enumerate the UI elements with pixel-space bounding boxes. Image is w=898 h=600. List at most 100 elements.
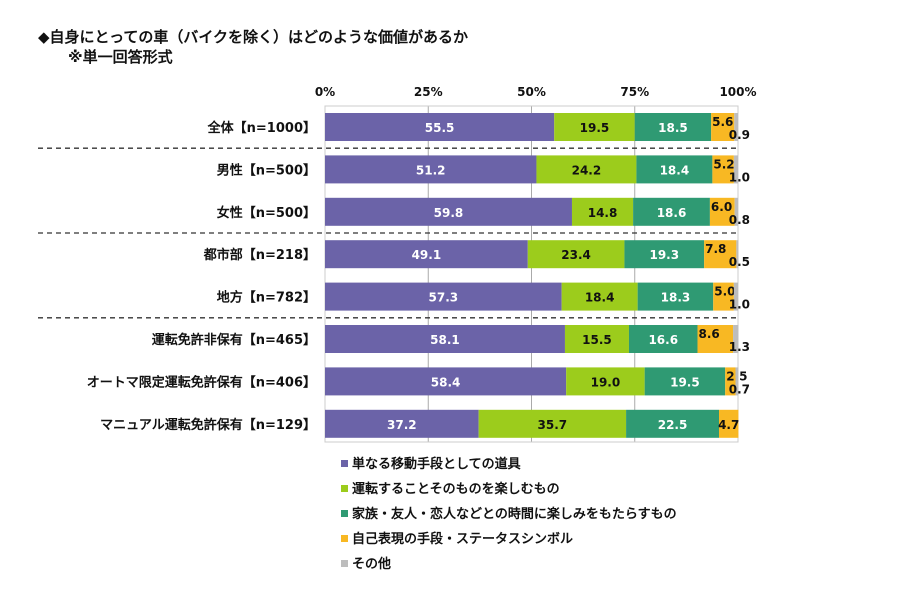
x-tick-label: 75% bbox=[620, 85, 649, 99]
bar-segment bbox=[325, 367, 567, 396]
legend-swatch bbox=[341, 510, 348, 517]
category-label: 都市部【n=218】 bbox=[203, 247, 316, 263]
data-label: 55.5 bbox=[425, 121, 455, 135]
category-label: 男性【n=500】 bbox=[217, 162, 316, 178]
bar-segment bbox=[734, 197, 738, 226]
bar-segment bbox=[636, 155, 713, 184]
category-label: 地方【n=782】 bbox=[217, 290, 316, 306]
category-label: 女性【n=500】 bbox=[217, 205, 316, 221]
data-label: 23.4 bbox=[561, 248, 591, 262]
data-label: 0.7 bbox=[729, 382, 750, 396]
bar-segment bbox=[704, 240, 737, 269]
x-tick-label: 50% bbox=[517, 85, 546, 99]
bar-segment bbox=[325, 113, 555, 141]
data-label: 19.0 bbox=[591, 375, 621, 389]
data-label: 18.6 bbox=[657, 206, 687, 220]
bar-segment bbox=[697, 325, 734, 353]
data-label: 6.0 bbox=[711, 200, 732, 214]
bar-segment bbox=[325, 155, 537, 184]
data-label: 14.8 bbox=[588, 206, 618, 220]
bar-segment bbox=[478, 409, 627, 438]
bar-segment bbox=[711, 113, 735, 141]
data-label: 35.7 bbox=[538, 418, 568, 432]
bar-segment bbox=[626, 409, 720, 438]
legend-label: 運転することそのものを楽しむもの bbox=[352, 481, 560, 497]
bar-segment bbox=[735, 367, 739, 396]
legend-label: その他 bbox=[352, 556, 391, 572]
data-label: 24.2 bbox=[572, 163, 602, 177]
bar-segment bbox=[325, 240, 528, 269]
data-label: 4.7 bbox=[718, 418, 739, 432]
data-label: 0.8 bbox=[729, 213, 750, 227]
bar-segment bbox=[325, 409, 479, 438]
data-label: 5.0 bbox=[714, 285, 735, 299]
bar-segment bbox=[719, 409, 739, 438]
data-label: 1.0 bbox=[729, 170, 750, 184]
legend-label: 単なる移動手段としての道具 bbox=[352, 456, 521, 472]
data-label: 16.6 bbox=[648, 333, 678, 347]
legend-swatch bbox=[341, 560, 348, 567]
bar-segment bbox=[325, 197, 572, 226]
data-label: 51.2 bbox=[416, 163, 446, 177]
data-label: 5.6 bbox=[712, 115, 733, 129]
bar-segment bbox=[733, 282, 738, 311]
data-label: 58.4 bbox=[431, 375, 461, 389]
bar-segment bbox=[527, 240, 625, 269]
data-label: 1.3 bbox=[729, 340, 750, 354]
bar-segment bbox=[634, 113, 712, 141]
legend-swatch bbox=[341, 535, 348, 542]
data-label: 59.8 bbox=[434, 206, 464, 220]
legend-label: 自己表現の手段・ステータスシンボル bbox=[352, 531, 573, 547]
bar-segment bbox=[712, 155, 734, 184]
bar-segment bbox=[564, 325, 629, 353]
category-label: オートマ限定運転免許保有【n=406】 bbox=[87, 374, 316, 390]
data-label: 37.2 bbox=[387, 418, 417, 432]
data-label: 0.9 bbox=[729, 128, 750, 142]
data-label: 1.0 bbox=[729, 298, 750, 312]
bar-segment bbox=[713, 282, 734, 311]
bar-segment bbox=[325, 325, 565, 353]
bar-segment bbox=[633, 197, 710, 226]
data-label: 19.3 bbox=[649, 248, 679, 262]
bar-segment bbox=[628, 325, 698, 353]
bar-segment bbox=[637, 282, 714, 311]
category-label: 運転免許非保有【n=465】 bbox=[152, 332, 316, 348]
legend-swatch bbox=[341, 460, 348, 467]
category-label: 全体【n=1000】 bbox=[207, 120, 316, 136]
bar-segment bbox=[725, 367, 736, 396]
bar-segment bbox=[736, 240, 739, 269]
data-label: 18.5 bbox=[658, 121, 688, 135]
legend-swatch bbox=[341, 485, 348, 492]
data-label: 18.4 bbox=[660, 163, 690, 177]
data-label: 57.3 bbox=[429, 291, 459, 305]
legend-label: 家族・友人・恋人などとの時間に楽しみをもたらすもの bbox=[352, 506, 677, 522]
bar-segment bbox=[624, 240, 705, 269]
data-label: 19.5 bbox=[670, 375, 700, 389]
bar-segment bbox=[571, 197, 634, 226]
bar-segment bbox=[325, 282, 562, 311]
chart-title: ◆自身にとっての車（バイクを除く）はどのような価値があるか bbox=[38, 28, 469, 46]
data-label: 18.4 bbox=[585, 291, 615, 305]
data-label: 49.1 bbox=[412, 248, 442, 262]
data-label: 18.3 bbox=[661, 291, 691, 305]
data-label: 7.8 bbox=[705, 242, 726, 256]
bar-segment bbox=[536, 155, 637, 184]
x-tick-label: 25% bbox=[414, 85, 443, 99]
bar-segment bbox=[566, 367, 645, 396]
category-label: マニュアル運転免許保有【n=129】 bbox=[100, 417, 316, 433]
chart-subtitle: ※単一回答形式 bbox=[68, 48, 173, 66]
data-label: 22.5 bbox=[658, 418, 688, 432]
x-tick-label: 0% bbox=[315, 85, 335, 99]
bar-segment bbox=[733, 155, 738, 184]
data-label: 5.2 bbox=[713, 157, 734, 171]
bar-segment bbox=[709, 197, 735, 226]
bar-segment bbox=[561, 282, 638, 311]
data-label: 15.5 bbox=[582, 333, 612, 347]
data-label: 8.6 bbox=[699, 327, 720, 341]
data-label: 0.5 bbox=[729, 255, 750, 269]
data-label: 58.1 bbox=[430, 333, 460, 347]
bar-segment bbox=[644, 367, 726, 396]
bar-segment bbox=[554, 113, 635, 141]
